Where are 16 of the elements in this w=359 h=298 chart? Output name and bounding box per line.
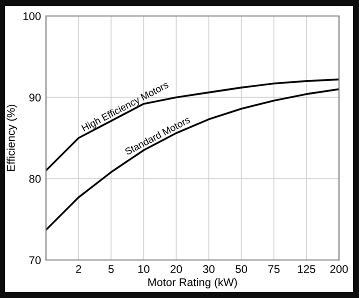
x-axis-title: Motor Rating (kW) (148, 278, 237, 288)
x-tick-label: 10 (138, 265, 150, 274)
x-tick-label: 50 (236, 265, 248, 274)
x-tick-label: 200 (330, 265, 348, 274)
y-tick-label: 80 (29, 174, 41, 183)
line-series (46, 78, 339, 172)
x-tick-label: 75 (268, 265, 280, 274)
x-tick-label: 5 (108, 265, 114, 274)
x-tick-label: 125 (298, 265, 316, 274)
x-tick-label: 20 (170, 265, 182, 274)
y-tick-label: 90 (29, 94, 41, 102)
y-tick-label: 70 (29, 256, 41, 264)
y-axis-title: Efficiency (%) (6, 104, 18, 171)
y-tick-label: 100 (23, 12, 41, 20)
x-tick-label: 30 (203, 265, 215, 274)
x-tick-label: 2 (76, 265, 82, 273)
